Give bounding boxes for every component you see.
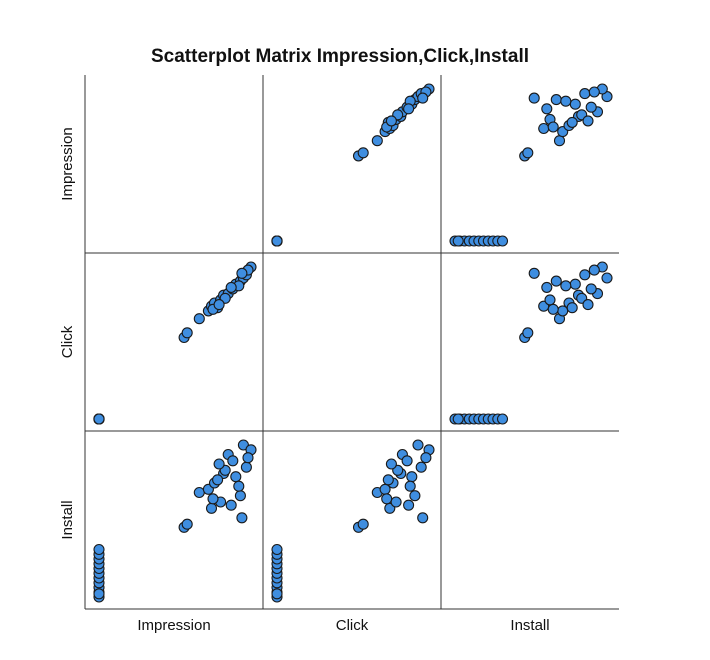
data-point-impression-vs-click	[417, 92, 429, 104]
data-point-click-vs-install	[582, 299, 594, 311]
data-point-impression-vs-click	[271, 235, 283, 247]
data-point-click-vs-impression	[236, 267, 248, 279]
data-point-impression-vs-install	[566, 116, 578, 128]
data-point-click-vs-install	[452, 413, 464, 425]
data-point-click-vs-install	[541, 281, 553, 293]
scatter-points	[93, 83, 613, 603]
data-point-install-vs-click	[357, 518, 369, 530]
data-point-install-vs-click	[271, 543, 283, 556]
data-point-install-vs-click	[390, 496, 402, 508]
data-point-install-vs-impression	[93, 588, 105, 600]
data-point-install-vs-impression	[181, 518, 193, 530]
data-point-click-vs-impression	[193, 313, 205, 325]
data-point-click-vs-impression	[225, 281, 237, 293]
y-variable-label-impression: Impression	[59, 127, 76, 200]
data-point-install-vs-impression	[207, 493, 219, 505]
data-point-click-vs-install	[560, 280, 572, 292]
data-point-install-vs-click	[412, 439, 424, 451]
data-point-click-vs-install	[601, 272, 613, 284]
data-point-install-vs-impression	[212, 474, 224, 486]
data-point-click-vs-install	[585, 283, 597, 295]
data-point-impression-vs-install	[496, 235, 509, 247]
data-point-impression-vs-install	[582, 115, 594, 127]
x-variable-label-impression: Impression	[137, 617, 210, 634]
data-point-impression-vs-install	[550, 94, 562, 106]
data-point-impression-vs-click	[403, 103, 415, 115]
data-point-install-vs-impression	[205, 502, 218, 514]
data-point-install-vs-impression	[213, 458, 225, 470]
data-point-install-vs-click	[271, 588, 283, 600]
data-point-click-vs-install	[547, 303, 559, 315]
variable-labels: Impression Click Install Impression Click Ins…	[59, 127, 550, 634]
x-variable-label-install: Install	[510, 617, 549, 634]
data-point-impression-vs-install	[560, 95, 572, 107]
data-point-install-vs-impression	[233, 480, 245, 492]
data-point-impression-vs-install	[528, 92, 540, 104]
data-point-impression-vs-click	[371, 135, 383, 147]
data-point-install-vs-click	[404, 480, 416, 492]
y-variable-label-install: Install	[59, 500, 76, 539]
data-point-click-vs-install	[544, 294, 556, 306]
data-point-install-vs-impression	[242, 452, 254, 464]
data-point-impression-vs-click	[357, 147, 369, 159]
chart-title: Scatterplot Matrix Impression,Click,Inst…	[151, 46, 529, 67]
data-point-impression-vs-install	[579, 88, 591, 100]
data-point-click-vs-install	[522, 327, 534, 339]
data-point-impression-vs-install	[585, 101, 597, 113]
data-point-click-vs-impression	[181, 327, 193, 339]
data-point-impression-vs-install	[538, 122, 550, 135]
data-point-install-vs-click	[401, 455, 413, 467]
data-point-install-vs-click	[409, 490, 421, 502]
data-point-install-vs-impression	[230, 471, 242, 483]
data-point-click-vs-install	[528, 267, 540, 279]
data-point-click-vs-install	[588, 264, 600, 276]
data-point-impression-vs-install	[547, 121, 559, 133]
data-point-click-vs-install	[569, 278, 581, 290]
data-point-click-vs-impression	[213, 299, 225, 311]
data-point-install-vs-click	[385, 458, 397, 470]
data-point-impression-vs-install	[553, 135, 566, 147]
data-point-install-vs-click	[381, 493, 393, 505]
data-point-click-vs-install	[496, 413, 509, 425]
data-point-install-vs-impression	[227, 455, 239, 467]
data-point-install-vs-impression	[234, 490, 246, 502]
data-point-impression-vs-install	[452, 235, 464, 247]
y-variable-label-click: Click	[59, 325, 76, 358]
x-variable-label-click: Click	[336, 617, 369, 634]
matrix-grid	[84, 75, 619, 610]
data-point-install-vs-click	[403, 499, 415, 511]
data-point-install-vs-click	[382, 474, 394, 486]
data-point-install-vs-click	[406, 471, 418, 483]
data-point-install-vs-click	[417, 512, 429, 524]
data-point-install-vs-impression	[225, 499, 237, 511]
data-point-click-vs-install	[566, 302, 578, 314]
data-point-install-vs-click	[415, 461, 427, 473]
data-point-click-vs-impression	[93, 413, 105, 425]
data-point-install-vs-impression	[93, 543, 105, 556]
data-point-impression-vs-install	[522, 147, 534, 159]
data-point-install-vs-impression	[193, 486, 205, 499]
data-point-click-vs-install	[579, 269, 591, 281]
data-point-install-vs-impression	[240, 461, 252, 473]
data-point-impression-vs-install	[588, 86, 600, 98]
data-point-install-vs-click	[420, 452, 432, 464]
data-point-install-vs-impression	[236, 512, 248, 524]
data-point-click-vs-install	[550, 275, 562, 287]
data-point-impression-vs-install	[569, 98, 581, 110]
data-point-impression-vs-install	[541, 103, 553, 115]
data-point-impression-vs-click	[385, 115, 397, 127]
